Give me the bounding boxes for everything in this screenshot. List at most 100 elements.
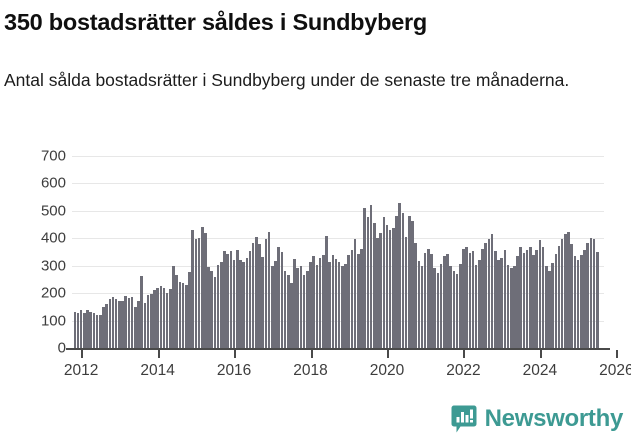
bar [255,237,258,348]
bar [369,205,373,348]
bar [223,250,226,348]
bar [506,265,510,348]
page-title: 350 bostadsrätter såldes i Sundbyberg [4,9,428,35]
bar [541,246,545,348]
bar [124,295,128,348]
bar [296,268,300,348]
bar [595,252,599,348]
bar [360,249,363,348]
bar [325,235,328,348]
bar [140,276,143,348]
bar [417,261,421,348]
brand-name: Newsworthy [484,405,624,432]
plot-area [72,156,604,348]
bar [229,251,233,348]
bar [551,262,554,348]
bar [321,255,325,348]
bar [283,271,287,348]
bar [494,251,497,348]
bar [277,247,280,348]
bar [299,265,303,348]
x-axis-labels: 2012 2014 2016 2018 2020 2022 2024 2026 [64,350,631,384]
bar [73,312,77,348]
bar [191,229,194,348]
bar [114,299,118,348]
bar [245,257,249,348]
x-axis-line [66,348,610,350]
bar [513,265,516,348]
bar [452,270,456,348]
bar [519,246,523,348]
bar [557,245,561,348]
bar [490,233,494,348]
bar [86,309,89,348]
bar [242,261,245,348]
bar [439,264,443,348]
x-axis-tick-label: 2022 [446,362,481,379]
bar [306,270,309,348]
bar [407,216,411,348]
bar [535,250,538,348]
x-axis-tick-mark [616,350,619,358]
bar [331,254,335,348]
y-axis-tick-label: 200 [40,284,66,302]
bar [525,250,529,348]
bar [427,248,430,348]
bar [220,262,223,348]
bar [312,255,315,348]
bar [181,282,185,348]
bar [573,255,577,348]
x-axis-tick-mark [157,350,160,358]
bar [420,265,424,348]
bar [446,254,449,348]
bar [153,289,156,348]
y-axis-tick-label: 700 [40,147,66,165]
bar [529,247,532,348]
x-axis-tick-label: 2026 [599,362,631,379]
bar [280,252,284,348]
bar [204,232,207,348]
x-axis-tick-label: 2020 [369,362,405,379]
bar [290,283,293,348]
bar [586,243,589,348]
bar [423,252,427,348]
bar [341,265,344,348]
bar [267,232,271,348]
x-axis-tick-mark [539,350,542,358]
bar [207,266,210,348]
bar [443,255,446,348]
bar [414,242,417,348]
bar [315,265,319,348]
bar [79,310,83,348]
bar [478,260,481,348]
bar [411,221,414,348]
newsworthy-logo: Newsworthy [451,405,623,433]
bar [111,296,115,348]
bar [165,293,169,348]
bar [363,208,366,348]
bar [401,213,405,348]
bar [130,296,134,348]
bar [516,256,519,348]
y-axis-tick-label: 500 [40,202,66,220]
bar [162,287,166,348]
x-axis-tick-mark [310,350,313,358]
y-axis-tick-label: 0 [57,339,66,357]
bar [404,236,408,348]
bar [169,288,172,348]
bar [213,277,217,348]
bar [188,272,191,348]
bar [580,254,583,348]
bar [474,265,478,348]
bar [379,232,382,348]
x-axis-tick-label: 2018 [293,362,328,379]
bar [197,238,201,348]
x-axis-tick-label: 2012 [63,362,99,379]
bar [392,227,395,348]
bar [226,253,229,348]
bar [376,237,379,348]
bar [302,274,306,348]
bar [576,260,580,348]
bar [261,256,265,348]
